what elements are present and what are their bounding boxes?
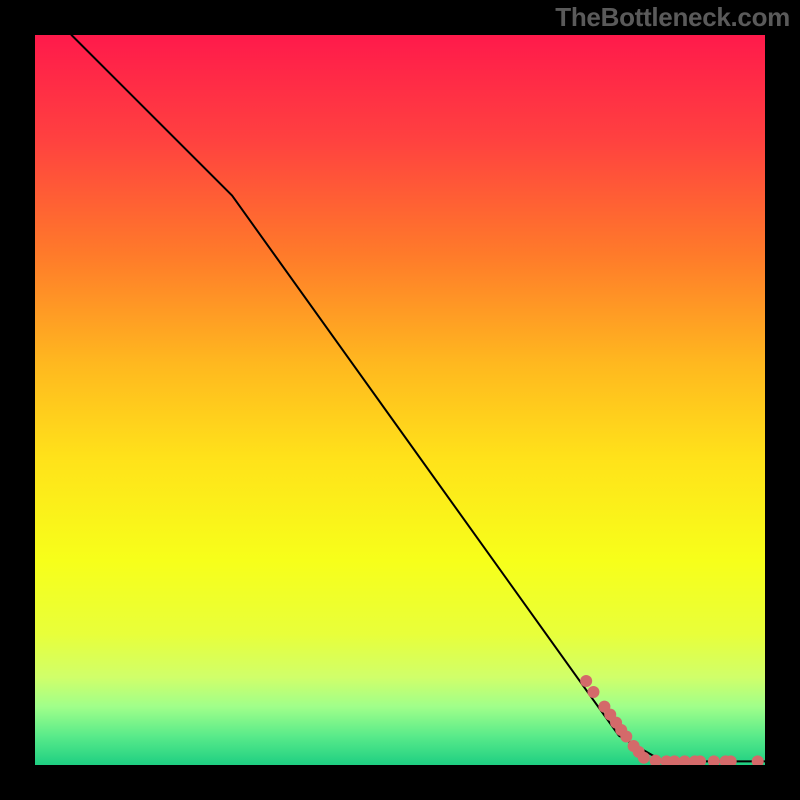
scatter-point bbox=[650, 755, 662, 765]
scatter-point bbox=[638, 752, 650, 764]
scatter-point bbox=[580, 675, 592, 687]
scatter-point bbox=[620, 731, 632, 743]
curve-line bbox=[72, 35, 766, 761]
scatter-point bbox=[708, 755, 720, 765]
plot-area bbox=[35, 35, 765, 765]
scatter-point bbox=[752, 755, 764, 765]
scatter-group bbox=[580, 675, 764, 765]
scatter-point bbox=[587, 686, 599, 698]
chart-overlay bbox=[35, 35, 765, 765]
watermark-text: TheBottleneck.com bbox=[555, 2, 790, 33]
scatter-point bbox=[679, 755, 691, 765]
